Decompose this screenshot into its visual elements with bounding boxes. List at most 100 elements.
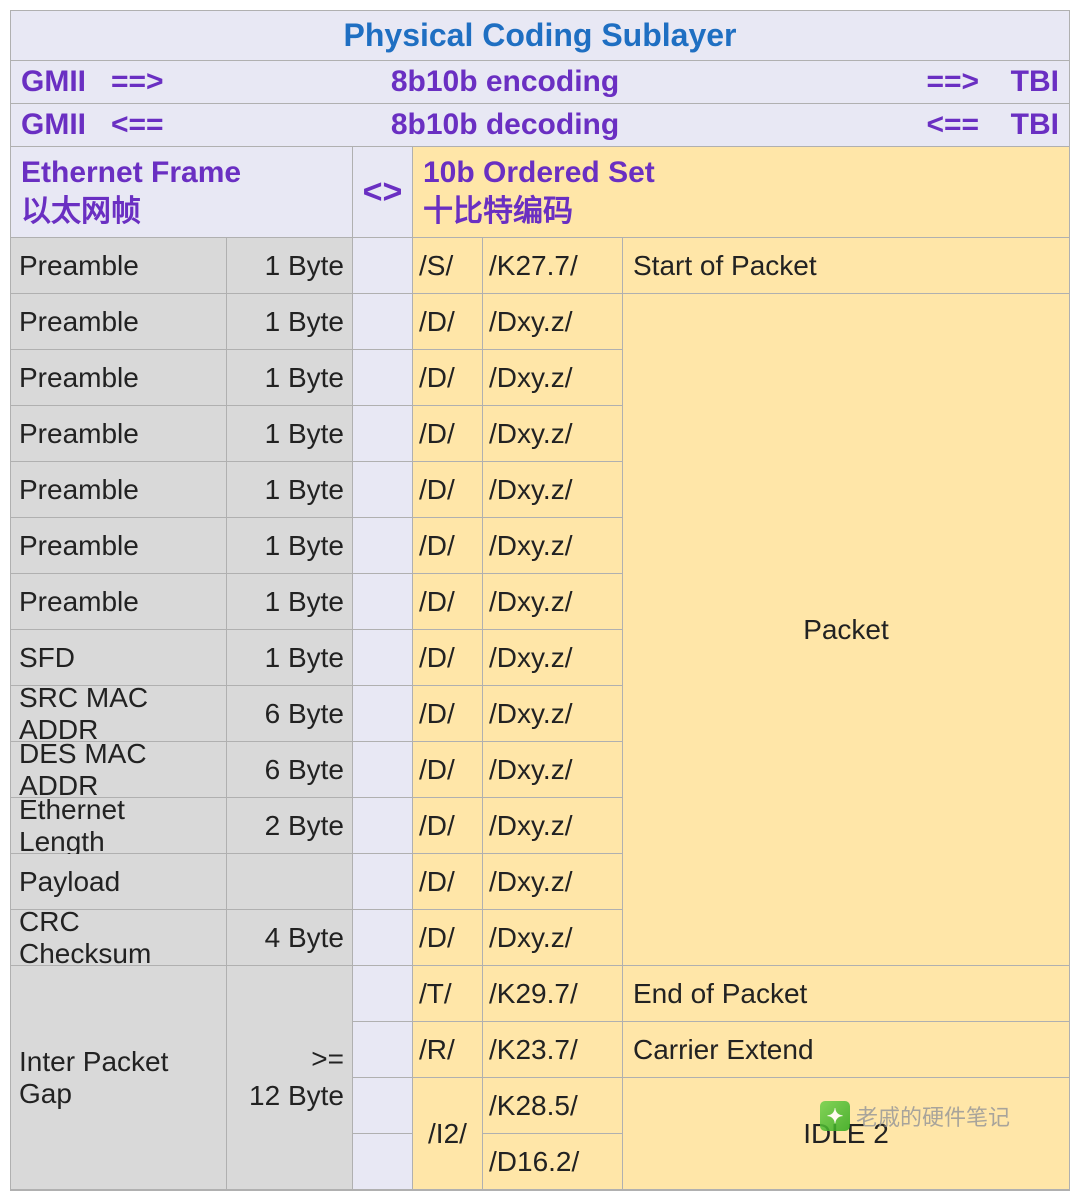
- code2-cell: /Dxy.z/: [483, 462, 623, 518]
- desc-cell: Carrier Extend: [623, 1022, 1069, 1078]
- header-left-line1: Ethernet Frame: [21, 153, 342, 192]
- frame-size: 1 Byte: [227, 462, 352, 517]
- data-body: Preamble1 BytePreamble1 BytePreamble1 By…: [11, 238, 1069, 1190]
- header-right-line2: 十比特编码: [423, 192, 1059, 231]
- desc-cell: End of Packet: [623, 966, 1069, 1022]
- frame-name: Preamble: [11, 294, 227, 349]
- code1-cell: /D/: [413, 518, 483, 574]
- flow-left: GMII: [21, 108, 111, 142]
- sep-cell: [353, 1134, 413, 1190]
- code1-cell: /R/: [413, 1022, 483, 1078]
- pcs-table: Physical Coding Sublayer GMII==>8b10b en…: [10, 10, 1070, 1191]
- sep-cell: [353, 406, 413, 462]
- code1-cell: /D/: [413, 854, 483, 910]
- sep-cell: [353, 238, 413, 294]
- sep-cell: [353, 630, 413, 686]
- i2-code2: /K28.5/: [483, 1078, 623, 1134]
- code2-cell: /Dxy.z/: [483, 294, 623, 350]
- frame-row: Preamble1 Byte: [11, 518, 353, 574]
- flow-row: GMII==>8b10b encoding==>TBI: [11, 61, 1069, 104]
- watermark-text: 老戚的硬件笔记: [856, 1100, 1010, 1132]
- code2-cell: /K29.7/: [483, 966, 623, 1022]
- header-left: Ethernet Frame 以太网帧: [11, 147, 353, 237]
- frame-size: 4 Byte: [227, 910, 352, 965]
- frame-row: DES MAC ADDR6 Byte: [11, 742, 353, 798]
- frame-name: Preamble: [11, 406, 227, 461]
- code2-cell: /Dxy.z/: [483, 350, 623, 406]
- sep-cell: [353, 966, 413, 1022]
- desc-cell: Start of Packet: [623, 238, 1069, 294]
- flow-right: TBI: [979, 108, 1059, 142]
- desc-cell: IDLE 2: [623, 1078, 1069, 1190]
- frame-name: SFD: [11, 630, 227, 685]
- code2-cell: /Dxy.z/: [483, 686, 623, 742]
- header-right-line1: 10b Ordered Set: [423, 153, 1059, 192]
- frame-row: Preamble1 Byte: [11, 574, 353, 630]
- code1-cell: /T/: [413, 966, 483, 1022]
- sep-cell: [353, 686, 413, 742]
- frame-size: 1 Byte: [227, 630, 352, 685]
- ipg-row: Inter Packet Gap>=12 Byte: [11, 966, 353, 1190]
- frame-size: 6 Byte: [227, 742, 352, 797]
- flow-arrow2: ==>: [879, 65, 979, 99]
- code1-cell: /D/: [413, 406, 483, 462]
- frame-row: Payload: [11, 854, 353, 910]
- frame-name: SRC MAC ADDR: [11, 686, 227, 741]
- code2-cell: /Dxy.z/: [483, 798, 623, 854]
- sep-cell: [353, 1078, 413, 1134]
- frame-row: SRC MAC ADDR6 Byte: [11, 686, 353, 742]
- sep-cell: [353, 574, 413, 630]
- code1-cell: /D/: [413, 630, 483, 686]
- sep-cell: [353, 854, 413, 910]
- code2-cell: /Dxy.z/: [483, 854, 623, 910]
- sep-cell: [353, 518, 413, 574]
- sep-cell: [353, 742, 413, 798]
- code1-cell: /D/: [413, 798, 483, 854]
- code2-cell: /K23.7/: [483, 1022, 623, 1078]
- frame-size: 2 Byte: [227, 798, 352, 853]
- frame-name: Payload: [11, 854, 227, 909]
- code1-cell: /D/: [413, 742, 483, 798]
- header-right: 10b Ordered Set 十比特编码: [413, 147, 1069, 237]
- code2-cell: /Dxy.z/: [483, 574, 623, 630]
- code1-cell: /D/: [413, 910, 483, 966]
- code1-cell: /D/: [413, 294, 483, 350]
- watermark: ✦ 老戚的硬件笔记: [820, 1100, 1010, 1132]
- code1-cell: /D/: [413, 686, 483, 742]
- frame-size: 1 Byte: [227, 238, 352, 293]
- frame-row: Preamble1 Byte: [11, 462, 353, 518]
- frame-size: 1 Byte: [227, 518, 352, 573]
- frame-name: Preamble: [11, 462, 227, 517]
- code1-cell: /S/: [413, 238, 483, 294]
- frame-row: Preamble1 Byte: [11, 294, 353, 350]
- title: Physical Coding Sublayer: [11, 11, 1069, 61]
- code2-cell: /Dxy.z/: [483, 910, 623, 966]
- code1-cell: /D/: [413, 574, 483, 630]
- sep-cell: [353, 1022, 413, 1078]
- sep-cell: [353, 910, 413, 966]
- column-headers: Ethernet Frame 以太网帧 <> 10b Ordered Set 十…: [11, 147, 1069, 238]
- frame-size: 1 Byte: [227, 350, 352, 405]
- desc-cell: Packet: [623, 294, 1069, 966]
- header-left-line2: 以太网帧: [21, 192, 342, 231]
- ipg-size: >=12 Byte: [227, 966, 352, 1189]
- frame-row: Preamble1 Byte: [11, 350, 353, 406]
- ipg-name: Inter Packet Gap: [11, 966, 227, 1189]
- frame-row: Preamble1 Byte: [11, 406, 353, 462]
- frame-size: 6 Byte: [227, 686, 352, 741]
- frame-row: SFD1 Byte: [11, 630, 353, 686]
- frame-row: Preamble1 Byte: [11, 238, 353, 294]
- frame-row: Ethernet Length2 Byte: [11, 798, 353, 854]
- code2-cell: /Dxy.z/: [483, 518, 623, 574]
- frame-name: Preamble: [11, 518, 227, 573]
- frame-name: Ethernet Length: [11, 798, 227, 853]
- flow-arrow: ==>: [111, 65, 211, 99]
- frame-row: CRC Checksum4 Byte: [11, 910, 353, 966]
- flow-mid: 8b10b decoding: [211, 108, 879, 142]
- flow-right: TBI: [979, 65, 1059, 99]
- code2-cell: /Dxy.z/: [483, 406, 623, 462]
- flow-arrow: <==: [111, 108, 211, 142]
- header-sep: <>: [353, 147, 413, 237]
- code2-cell: /Dxy.z/: [483, 630, 623, 686]
- sep-cell: [353, 798, 413, 854]
